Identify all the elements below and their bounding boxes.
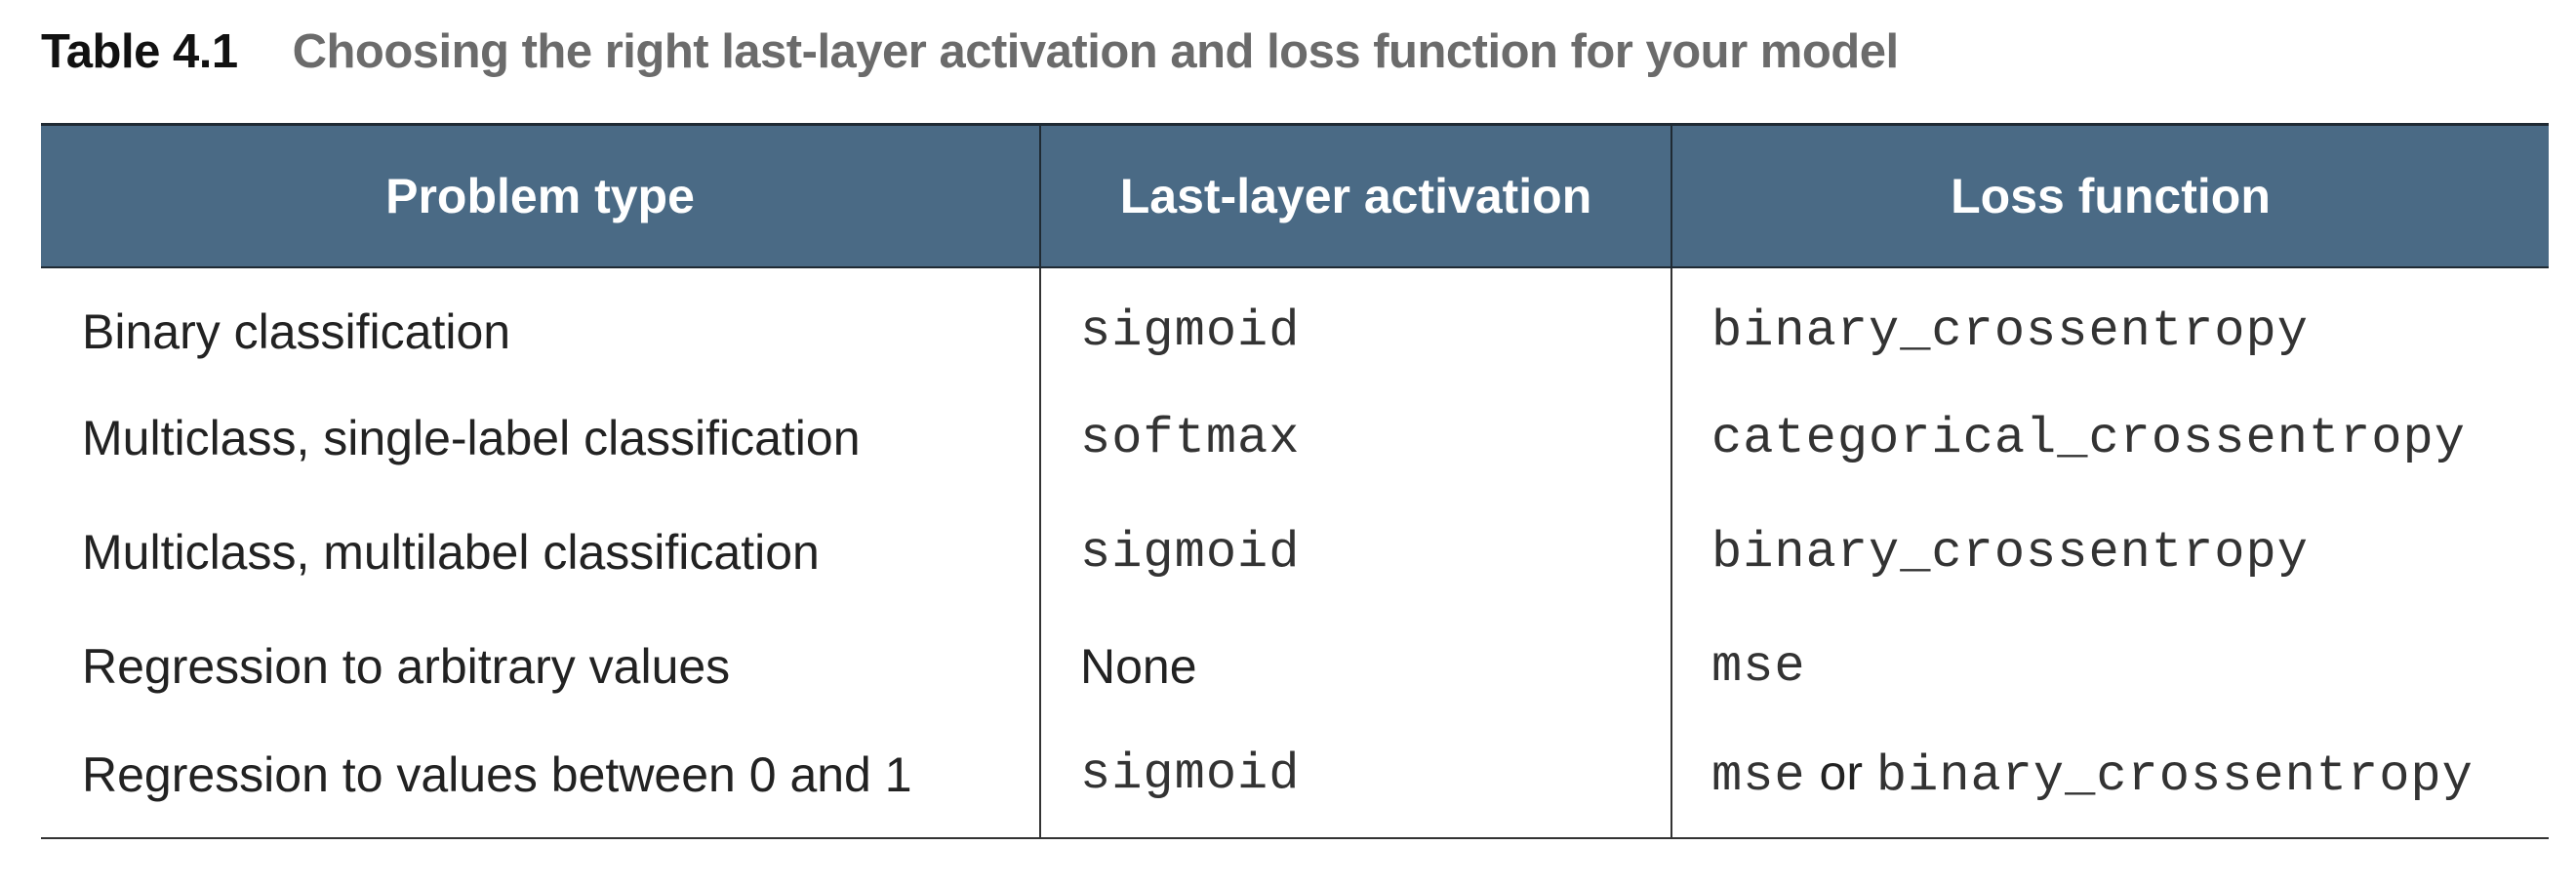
table-row: Regression to arbitrary values None mse xyxy=(41,609,2549,724)
table-row: Regression to values between 0 and 1 sig… xyxy=(41,723,2549,839)
loss-primary: mse xyxy=(1711,746,1806,805)
table-row: Multiclass, multilabel classification si… xyxy=(41,495,2549,610)
activation-cell: sigmoid xyxy=(1039,266,1671,382)
table-row: Multiclass, single-label classification … xyxy=(41,381,2549,496)
problem-type-cell: Multiclass, single-label classification xyxy=(82,411,861,465)
loss-cell: binary_crossentropy xyxy=(1670,495,2549,610)
table-title: Choosing the right last-layer activation… xyxy=(292,25,1900,78)
header-last-layer-activation: Last-layer activation xyxy=(1039,123,1671,268)
loss-cell: categorical_crossentropy xyxy=(1670,381,2549,496)
problem-type-cell: Multiclass, multilabel classification xyxy=(82,525,820,580)
problem-type-cell: Regression to values between 0 and 1 xyxy=(41,723,1040,839)
loss-cell: mse xyxy=(1670,609,2549,724)
problem-type-cell: Binary classification xyxy=(82,303,511,359)
activation-cell: sigmoid xyxy=(1039,495,1671,610)
problem-type-cell: Regression to arbitrary values xyxy=(82,639,731,694)
loss-alternative: binary_crossentropy xyxy=(1875,746,2474,805)
activation-cell: softmax xyxy=(1039,381,1671,496)
loss-cell: binary_crossentropy xyxy=(1670,266,2549,382)
table-caption: Table 4.1 Choosing the right last-layer a… xyxy=(41,18,1899,86)
activation-cell: None xyxy=(1039,609,1671,724)
loss-connector: or xyxy=(1819,745,1863,800)
header-problem-type: Problem type xyxy=(41,123,1040,268)
table-row: Binary classification sigmoid binary_cro… xyxy=(41,266,2549,382)
loss-cell: mse or binary_crossentropy xyxy=(1670,723,2549,839)
header-loss-function: Loss function xyxy=(1670,123,2549,268)
activation-loss-table: Problem type Last-layer activation Loss … xyxy=(41,123,2549,839)
table-header-row: Problem type Last-layer activation Loss … xyxy=(41,123,2549,268)
activation-cell: sigmoid xyxy=(1039,723,1671,839)
table-number: Table 4.1 xyxy=(41,25,238,78)
